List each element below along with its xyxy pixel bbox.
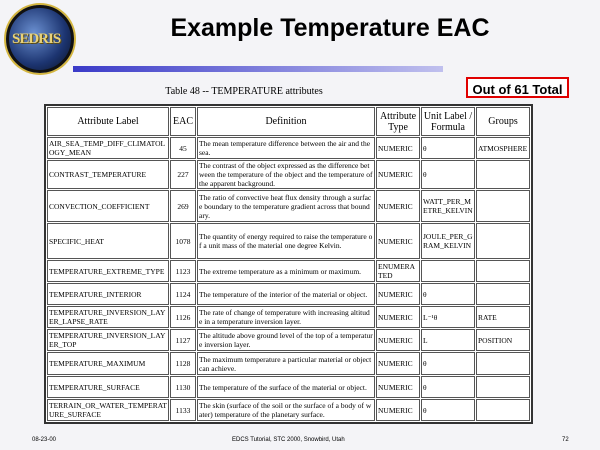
column-header: Groups xyxy=(476,107,530,136)
table-cell: TEMPERATURE_INVERSION_LAYER_TOP xyxy=(47,329,169,351)
table-cell: The altitude above ground level of the t… xyxy=(197,329,375,351)
table-cell: 1124 xyxy=(170,283,196,305)
table-row: SPECIFIC_HEAT 1078 The quantity of energy … xyxy=(47,223,530,259)
column-header: Attribute Label xyxy=(47,107,169,136)
total-badge: Out of 61 Total xyxy=(466,77,569,98)
table-cell: WATT_PER_METRE_KELVIN xyxy=(421,190,475,222)
table-cell: TEMPERATURE_INVERSION_LAYER_LAPSE_RATE xyxy=(47,306,169,328)
table-cell: NUMERIC xyxy=(376,223,420,259)
table-cell xyxy=(476,190,530,222)
table-cell xyxy=(476,283,530,305)
table-cell: TEMPERATURE_MAXIMUM xyxy=(47,352,169,375)
table-cell: The extreme temperature as a minimum or … xyxy=(197,260,375,282)
title-underline xyxy=(73,66,443,72)
table-cell: 1128 xyxy=(170,352,196,375)
table-cell: SPECIFIC_HEAT xyxy=(47,223,169,259)
table-cell: NUMERIC xyxy=(376,329,420,351)
table-row: TEMPERATURE_SURFACE 1130 The temperature o… xyxy=(47,376,530,398)
table-cell: 1126 xyxy=(170,306,196,328)
table-cell: The quantity of energy required to raise… xyxy=(197,223,375,259)
table-cell xyxy=(476,160,530,189)
table-cell: 1127 xyxy=(170,329,196,351)
table-cell: 1078 xyxy=(170,223,196,259)
table-cell xyxy=(476,399,530,421)
table-cell: θ xyxy=(421,376,475,398)
table-caption: Table 48 -- TEMPERATURE attributes xyxy=(165,86,323,97)
table-row: CONVECTION_COEFFICIENT 269 The ratio of co… xyxy=(47,190,530,222)
table-cell: TEMPERATURE_INTERIOR xyxy=(47,283,169,305)
table-cell: NUMERIC xyxy=(376,160,420,189)
column-header: Attribute Type xyxy=(376,107,420,136)
table-cell: 45 xyxy=(170,137,196,159)
table-cell: CONVECTION_COEFFICIENT xyxy=(47,190,169,222)
table-cell: TEMPERATURE_SURFACE xyxy=(47,376,169,398)
table-cell: The skin (surface of the soil or the sur… xyxy=(197,399,375,421)
table-cell: The maximum temperature a particular mat… xyxy=(197,352,375,375)
table-cell xyxy=(476,223,530,259)
column-header: EAC xyxy=(170,107,196,136)
footer-page: 72 xyxy=(562,437,569,443)
table-cell: RATE xyxy=(476,306,530,328)
column-header: Unit Label / Formula xyxy=(421,107,475,136)
table-cell: θ xyxy=(421,160,475,189)
table-cell: θ xyxy=(421,137,475,159)
table-cell: NUMERIC xyxy=(376,190,420,222)
table-cell: The contrast of the object expressed as … xyxy=(197,160,375,189)
table-row: TERRAIN_OR_WATER_TEMPERATURE_SURFACE 1133… xyxy=(47,399,530,421)
column-header: Definition xyxy=(197,107,375,136)
table-row: CONTRAST_TEMPERATURE 227 The contrast of t… xyxy=(47,160,530,189)
slide-title: Example Temperature EAC xyxy=(170,14,490,42)
table-row: TEMPERATURE_MAXIMUM 1128 The maximum tempe… xyxy=(47,352,530,375)
table-cell: NUMERIC xyxy=(376,352,420,375)
table-cell: JOULE_PER_GRAM_KELVIN xyxy=(421,223,475,259)
table-cell: The temperature of the interior of the m… xyxy=(197,283,375,305)
table-row: TEMPERATURE_INVERSION_LAYER_LAPSE_RATE 11… xyxy=(47,306,530,328)
table-cell: NUMERIC xyxy=(376,137,420,159)
table-cell: 1123 xyxy=(170,260,196,282)
table-cell: The ratio of convective heat flux densit… xyxy=(197,190,375,222)
footer-center: EDCS Tutorial, STC 2000, Snowbird, Utah xyxy=(232,437,345,443)
table-row: TEMPERATURE_INTERIOR 1124 The temperature … xyxy=(47,283,530,305)
table-cell: NUMERIC xyxy=(376,376,420,398)
table-cell: ATMOSPHERE xyxy=(476,137,530,159)
table-cell: TERRAIN_OR_WATER_TEMPERATURE_SURFACE xyxy=(47,399,169,421)
table-row: TEMPERATURE_INVERSION_LAYER_TOP 1127 The a… xyxy=(47,329,530,351)
table-cell: The temperature of the surface of the ma… xyxy=(197,376,375,398)
table-cell: AIR_SEA_TEMP_DIFF_CLIMATOLOGY_MEAN xyxy=(47,137,169,159)
footer-date: 08-23-00 xyxy=(32,437,57,443)
table-cell: NUMERIC xyxy=(376,283,420,305)
table-cell xyxy=(476,352,530,375)
table-cell: NUMERIC xyxy=(376,306,420,328)
table-cell xyxy=(421,260,475,282)
logo-text: SEDRIS xyxy=(12,31,61,47)
table-cell xyxy=(476,260,530,282)
table-row: TEMPERATURE_EXTREME_TYPE 1123 The extreme … xyxy=(47,260,530,282)
table-cell: CONTRAST_TEMPERATURE xyxy=(47,160,169,189)
table-cell: 1130 xyxy=(170,376,196,398)
table-cell: 1133 xyxy=(170,399,196,421)
table-cell: The rate of change of temperature with i… xyxy=(197,306,375,328)
table-cell: L xyxy=(421,329,475,351)
table-cell: 269 xyxy=(170,190,196,222)
table-cell: The mean temperature difference between … xyxy=(197,137,375,159)
sedris-logo: SEDRIS xyxy=(6,5,74,73)
table-cell: L⁻¹θ xyxy=(421,306,475,328)
table-cell: ENUMERATED xyxy=(376,260,420,282)
table-row: AIR_SEA_TEMP_DIFF_CLIMATOLOGY_MEAN 45 The … xyxy=(47,137,530,159)
table-cell: 227 xyxy=(170,160,196,189)
table-cell: θ xyxy=(421,399,475,421)
table-cell: POSITION xyxy=(476,329,530,351)
table-cell: TEMPERATURE_EXTREME_TYPE xyxy=(47,260,169,282)
attributes-table: Attribute Label EAC Definition Attribute Ty… xyxy=(44,104,533,424)
table-cell: NUMERIC xyxy=(376,399,420,421)
table-cell xyxy=(476,376,530,398)
table-cell: θ xyxy=(421,283,475,305)
table-cell: θ xyxy=(421,352,475,375)
